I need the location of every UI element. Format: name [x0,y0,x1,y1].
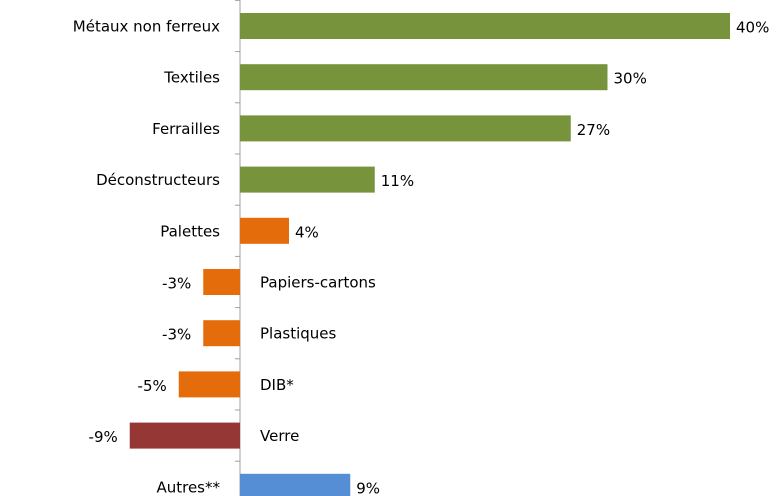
category-label: Métaux non ferreux [73,18,220,36]
bar [178,371,240,398]
value-label: 9% [356,479,380,496]
value-label: -9% [89,428,118,446]
bar [129,422,240,449]
bar [203,320,240,347]
value-label: 40% [736,19,769,37]
value-label: -5% [138,377,167,395]
value-label: 30% [614,70,647,88]
value-label: 11% [381,172,414,190]
category-label: Plastiques [260,325,337,343]
category-label: Palettes [160,222,220,240]
value-label: 27% [577,121,610,139]
bar [240,64,608,91]
value-label: -3% [162,275,191,293]
category-label: Papiers-cartons [260,274,376,292]
bar [203,269,240,295]
category-label: Déconstructeurs [96,171,220,189]
bar [240,166,375,193]
category-label: Textiles [163,69,220,87]
category-label: Ferrailles [152,120,220,138]
bar [240,115,571,142]
category-label: Verre [260,427,299,445]
value-label: -3% [162,326,191,344]
bar [240,473,351,496]
category-label: DIB* [260,376,294,394]
category-label: Autres** [156,478,220,496]
bar [240,217,289,244]
value-label: 4% [295,223,319,241]
bar [240,13,730,39]
